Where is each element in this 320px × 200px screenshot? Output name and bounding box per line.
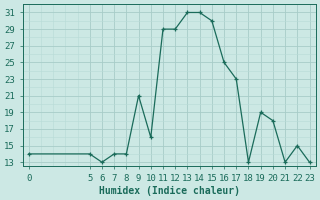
X-axis label: Humidex (Indice chaleur): Humidex (Indice chaleur)	[99, 186, 240, 196]
